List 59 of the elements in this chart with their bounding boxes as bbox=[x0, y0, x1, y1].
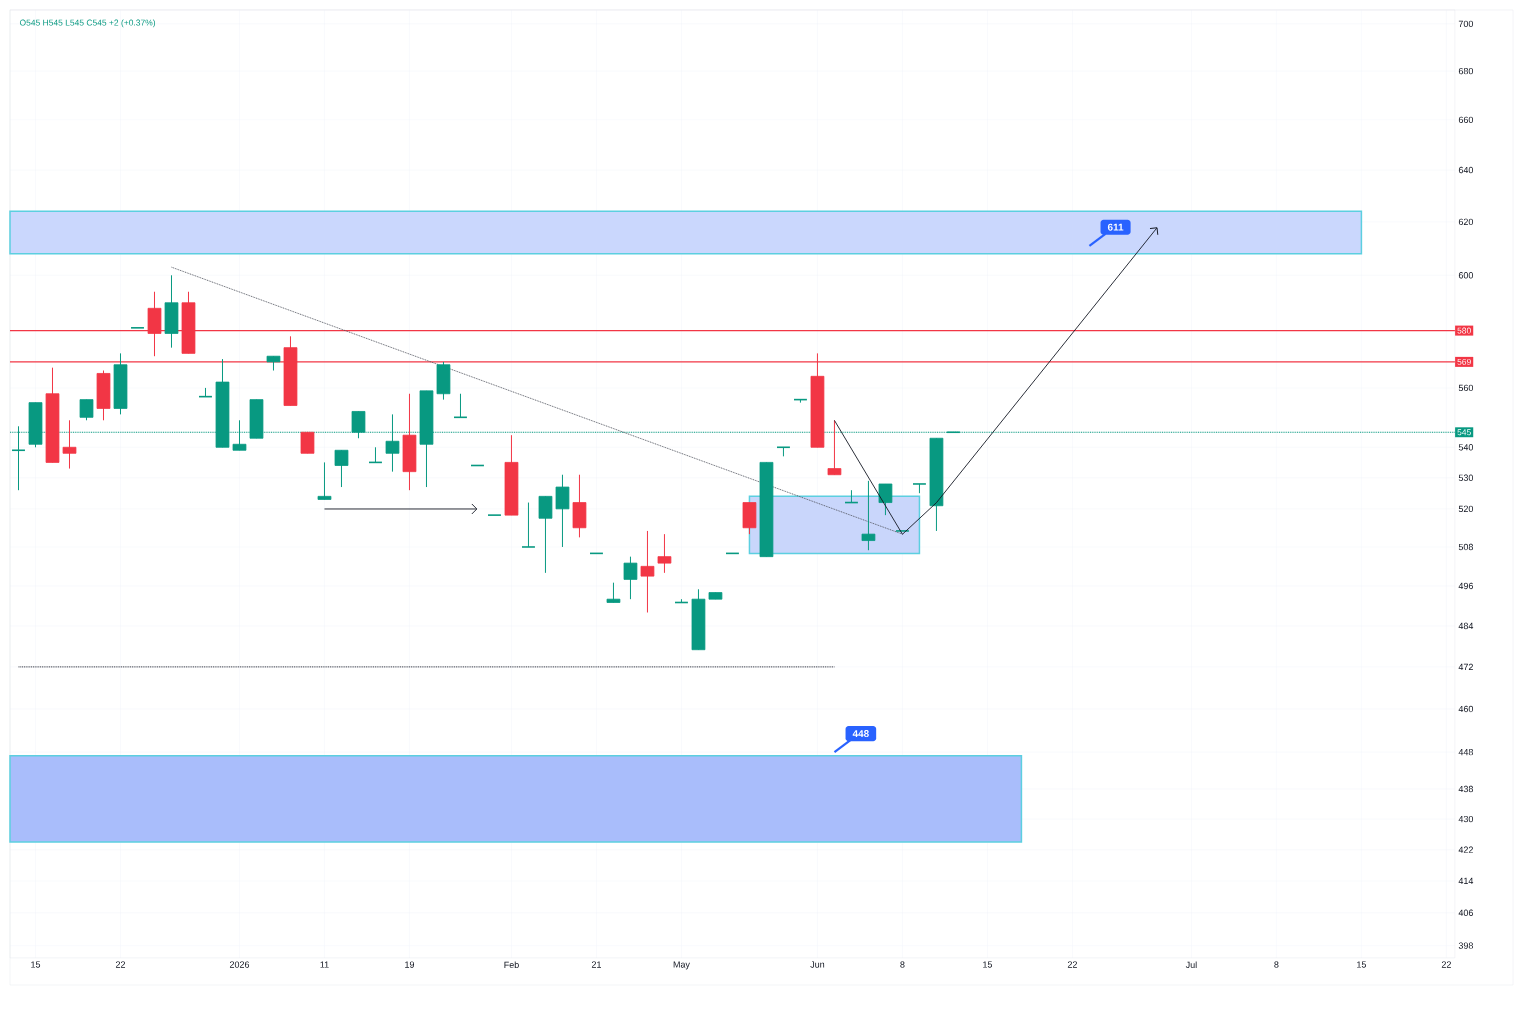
candlestick bbox=[827, 419, 842, 476]
x-tick-label: 15 bbox=[1357, 961, 1367, 968]
y-tick-label: 520 bbox=[1458, 505, 1474, 513]
candlestick bbox=[657, 533, 672, 574]
x-tick-label: 19 bbox=[405, 961, 415, 968]
y-tick-label: 448 bbox=[1458, 748, 1473, 756]
y-tick-label: 660 bbox=[1458, 116, 1474, 123]
candlestick bbox=[623, 556, 638, 600]
candlestick bbox=[606, 582, 621, 603]
annotation: 448 bbox=[852, 730, 869, 738]
y-tick-label: 422 bbox=[1458, 846, 1473, 853]
y-tick-label: 620 bbox=[1458, 218, 1474, 226]
y-tick-label: 496 bbox=[1458, 582, 1473, 590]
y-tick-label: 640 bbox=[1458, 166, 1474, 174]
x-tick-label: 15 bbox=[31, 961, 41, 968]
x-tick-label: May bbox=[673, 961, 690, 970]
y-tick-label: 484 bbox=[1458, 622, 1474, 630]
x-tick-label: Jun bbox=[810, 961, 825, 968]
y-tick-label: 600 bbox=[1458, 272, 1474, 279]
candlestick bbox=[555, 474, 570, 548]
x-tick-label: 15 bbox=[983, 961, 993, 968]
x-tick-label: 22 bbox=[1067, 961, 1077, 968]
y-tick-label: 540 bbox=[1458, 444, 1474, 451]
candlestick bbox=[878, 483, 893, 516]
candlestick bbox=[317, 461, 332, 500]
y-tick-label: 460 bbox=[1458, 705, 1474, 713]
x-tick-label: Jul bbox=[1185, 961, 1197, 968]
x-tick-label: 22 bbox=[1441, 961, 1451, 968]
candlestick bbox=[300, 431, 315, 454]
ref-line-label: 545 bbox=[1457, 429, 1471, 436]
candlestick bbox=[521, 502, 536, 548]
x-tick-label: 21 bbox=[591, 961, 602, 968]
ref-line-label: 580 bbox=[1457, 327, 1471, 334]
x-tick-label: 22 bbox=[115, 961, 126, 968]
candlestick bbox=[79, 399, 94, 421]
y-tick-label: 472 bbox=[1458, 663, 1473, 671]
y-tick-label: 406 bbox=[1458, 909, 1473, 916]
y-tick-label: 680 bbox=[1458, 67, 1474, 75]
candlestick bbox=[538, 495, 553, 574]
y-tick-label: 438 bbox=[1458, 785, 1473, 793]
candlestick bbox=[861, 480, 876, 551]
y-tick-label: 430 bbox=[1458, 815, 1474, 823]
x-tick-label: 8 bbox=[900, 961, 905, 968]
candlestick bbox=[640, 530, 655, 614]
x-tick-label: 2026 bbox=[229, 961, 250, 968]
x-tick-label: 11 bbox=[320, 961, 329, 968]
y-tick-label: 414 bbox=[1458, 877, 1474, 885]
ref-line-label: 569 bbox=[1457, 358, 1471, 365]
y-tick-label: 398 bbox=[1458, 942, 1473, 949]
y-tick-label: 530 bbox=[1458, 474, 1474, 481]
text: O545 H545 L545 C545 +2 (+0.37%) bbox=[19, 19, 156, 28]
candlestick bbox=[334, 449, 349, 488]
y-tick-label: 508 bbox=[1458, 543, 1473, 551]
x-tick-label: 8 bbox=[1274, 961, 1279, 968]
y-tick-label: 560 bbox=[1458, 384, 1474, 392]
candlestick bbox=[62, 419, 77, 470]
x-tick-label: Feb bbox=[504, 961, 519, 968]
y-tick-label: 700 bbox=[1458, 20, 1474, 27]
annotation: 611 bbox=[1107, 223, 1124, 231]
